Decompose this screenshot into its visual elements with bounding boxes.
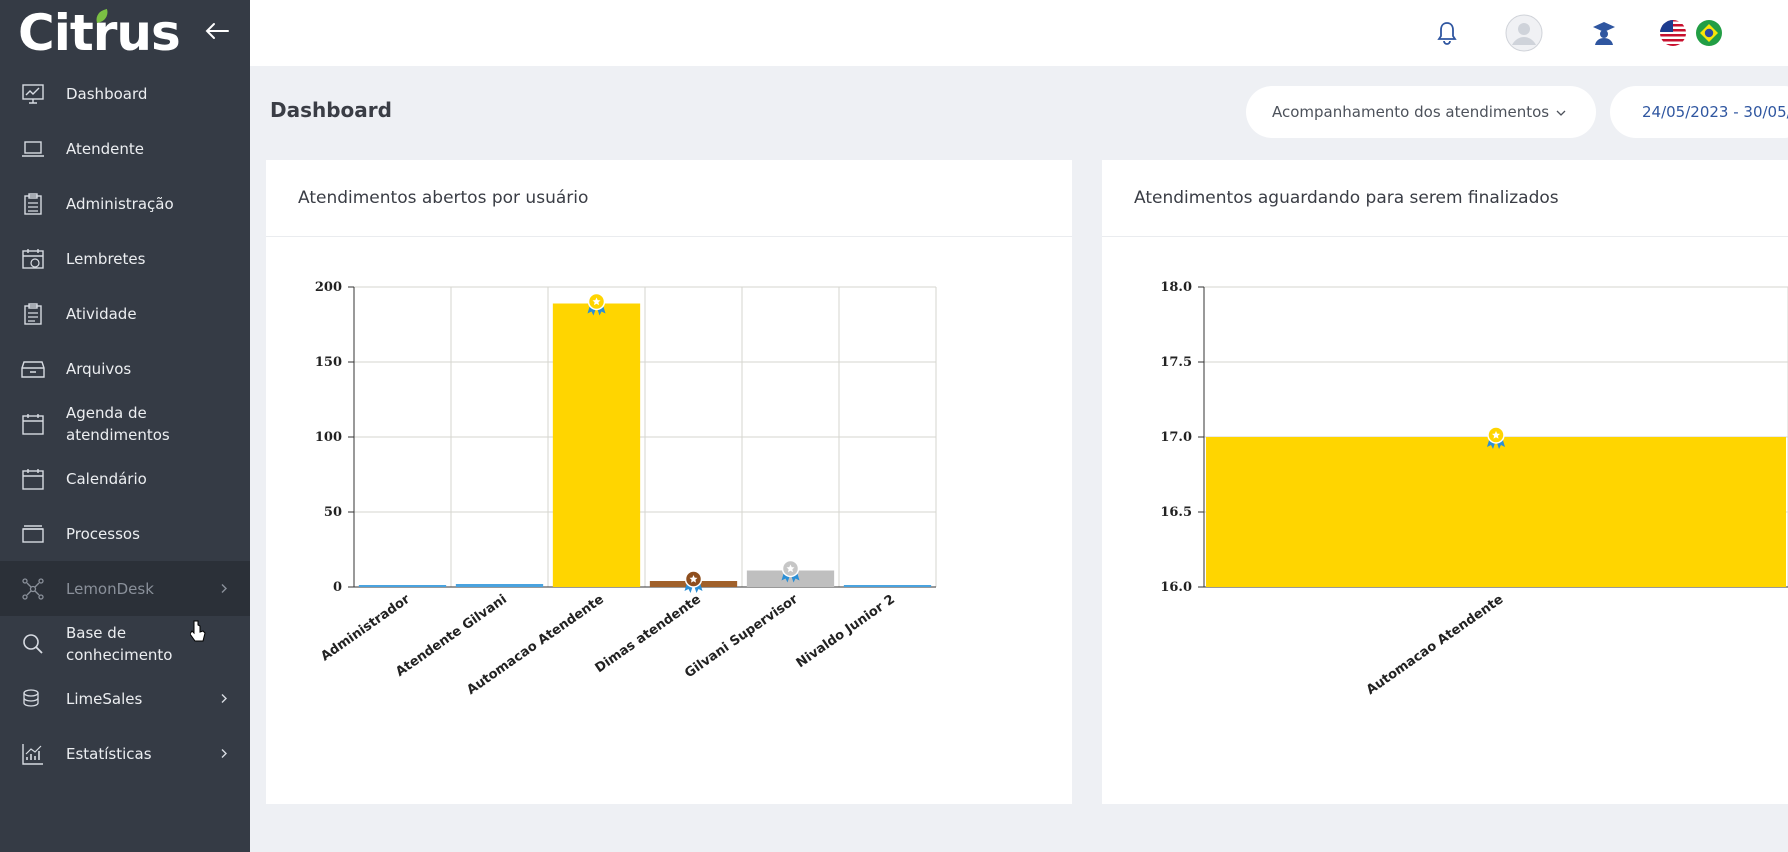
y-tick-label: 17.0 [1160, 430, 1192, 445]
sidebar-nav: Dashboard Atendente Administração Lembre… [0, 66, 250, 781]
sidebar-item-agenda[interactable]: Agenda de atendimentos [0, 396, 250, 451]
chart-title: Atendimentos aguardando para serem final… [1102, 160, 1788, 237]
arrow-left-icon [205, 23, 229, 39]
graduate-icon[interactable] [1585, 14, 1623, 52]
bar[interactable] [1206, 437, 1786, 587]
sidebar-item-lemondesk[interactable]: LemonDesk [0, 561, 250, 616]
sidebar-item-arquivos[interactable]: Arquivos [0, 341, 250, 396]
x-tick-label: Automacao Atendente [1364, 592, 1507, 698]
y-tick-label: 18.0 [1160, 280, 1192, 295]
x-tick-label: Dimas atendente [593, 592, 704, 676]
sidebar-item-atendente[interactable]: Atendente [0, 121, 250, 176]
collapse-sidebar-button[interactable] [202, 16, 232, 46]
brand-logo[interactable]: Citrus [0, 0, 250, 66]
calendar-icon [20, 466, 46, 492]
bar[interactable] [455, 584, 544, 587]
bar[interactable] [358, 585, 447, 587]
coins-icon [20, 686, 46, 712]
chevron-down-icon [1555, 103, 1567, 121]
y-tick-label: 200 [315, 280, 342, 295]
y-tick-label: 100 [315, 430, 342, 445]
sidebar-item-label: LemonDesk [66, 579, 154, 598]
y-tick-label: 16.0 [1160, 580, 1192, 595]
pointer-cursor-icon [189, 620, 206, 646]
brazil-flag-icon[interactable] [1690, 14, 1728, 52]
search-icon [20, 631, 46, 657]
view-select[interactable]: Acompanhamento dos atendimentos [1246, 86, 1596, 138]
sidebar-item-calendario[interactable]: Calendário [0, 451, 250, 506]
sidebar-item-label: Lembretes [66, 249, 146, 268]
folder-icon [20, 521, 46, 547]
chart-card-atendimentos-abertos: Atendimentos abertos por usuário 0 50 100 1… [266, 160, 1072, 804]
sidebar-item-label: Atividade [66, 304, 137, 323]
stats-icon [20, 741, 46, 767]
x-tick-label: Administrador [318, 592, 413, 665]
bar[interactable] [843, 585, 932, 587]
sidebar-item-base-conhecimento[interactable]: Base de conhecimento [0, 616, 250, 671]
page-title: Dashboard [270, 98, 392, 122]
sidebar-item-limesales[interactable]: LimeSales [0, 671, 250, 726]
sidebar-item-label: Base de conhecimento [66, 623, 173, 664]
chevron-right-icon [220, 744, 228, 763]
medal-icon-gold [587, 292, 606, 316]
clipboard-list-icon [20, 301, 46, 327]
y-tick-label: 16.5 [1160, 505, 1192, 520]
x-tick-label: Nivaldo Junior 2 [794, 592, 898, 671]
bar[interactable] [552, 303, 641, 588]
sidebar-item-label: Processos [66, 524, 140, 543]
laptop-icon [20, 136, 46, 162]
sidebar: Citrus Dashboard Atendente Administração… [0, 0, 250, 852]
bar-chart-aguardando-finalizados: 16.0 16.5 17.0 17.5 18.0 Automacao Atendente [1160, 280, 1788, 698]
sidebar-item-label: Arquivos [66, 359, 132, 378]
avatar-icon[interactable] [1505, 14, 1543, 52]
archive-icon [20, 356, 46, 382]
chevron-right-icon [220, 579, 228, 598]
network-icon [20, 576, 46, 602]
y-tick-label: 17.5 [1160, 355, 1192, 370]
sidebar-item-lembretes[interactable]: Lembretes [0, 231, 250, 286]
topbar [250, 0, 1788, 66]
chart-card-aguardando-finalizados: Atendimentos aguardando para serem final… [1102, 160, 1788, 804]
sidebar-item-label: Calendário [66, 469, 147, 488]
clipboard-icon [20, 191, 46, 217]
medal-icon-silver [781, 559, 800, 583]
date-range-picker[interactable]: 24/05/2023 - 30/05/ [1610, 86, 1788, 138]
sidebar-item-dashboard[interactable]: Dashboard [0, 66, 250, 121]
sidebar-item-label: LimeSales [66, 689, 143, 708]
us-flag-icon[interactable] [1654, 14, 1692, 52]
sidebar-item-label: Agenda de atendimentos [66, 403, 170, 444]
y-tick-label: 150 [315, 355, 342, 370]
y-tick-label: 50 [324, 505, 342, 520]
medal-icon-gold [1487, 426, 1505, 449]
calendar-clock-icon [20, 246, 46, 272]
sidebar-item-estatisticas[interactable]: Estatísticas [0, 726, 250, 781]
date-range-value: 24/05/2023 - 30/05/ [1642, 103, 1788, 121]
medal-icon-bronze [684, 570, 703, 593]
sidebar-item-label: Dashboard [66, 84, 148, 103]
view-select-value: Acompanhamento dos atendimentos [1272, 103, 1550, 121]
calendar-icon [20, 411, 46, 437]
chart-line-icon [20, 81, 46, 107]
sidebar-item-processos[interactable]: Processos [0, 506, 250, 561]
chart-title: Atendimentos abertos por usuário [266, 160, 1072, 237]
sidebar-item-label: Atendente [66, 139, 144, 158]
chevron-right-icon [220, 689, 228, 708]
bell-icon[interactable] [1428, 14, 1466, 52]
sidebar-item-label: Estatísticas [66, 744, 152, 763]
sidebar-item-label: Administração [66, 194, 174, 213]
sidebar-item-atividade[interactable]: Atividade [0, 286, 250, 341]
bar[interactable] [746, 570, 835, 588]
sidebar-item-administracao[interactable]: Administração [0, 176, 250, 231]
y-tick-label: 0 [333, 580, 342, 595]
